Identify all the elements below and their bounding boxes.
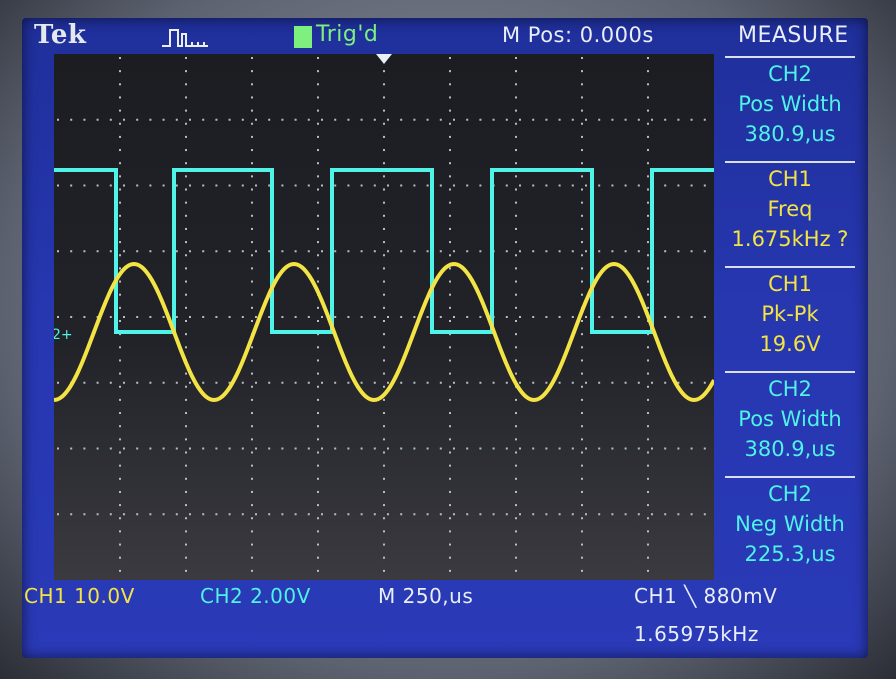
ch1-sine-wave: [54, 261, 714, 403]
oscilloscope-screen: Tek Trig'd M Pos: 0.000s MEASURE 2+ CH2 …: [22, 18, 868, 658]
measure-slot-3[interactable]: CH1 Pk-Pk 19.6V: [725, 266, 855, 368]
acquire-pulse-icon: [162, 29, 208, 47]
trigger-status: Trig'd: [316, 22, 379, 47]
measure-value: 225.3,us: [744, 542, 836, 566]
measure-slot-1[interactable]: CH2 Pos Width 380.9,us: [725, 56, 855, 158]
menu-title: MEASURE: [738, 23, 849, 48]
measure-value: 1.675kHz ?: [731, 227, 849, 251]
trigger-icon: [294, 26, 312, 48]
graticule-dots: [57, 57, 706, 572]
measure-source: CH1: [768, 167, 812, 191]
measure-type: Pk-Pk: [761, 302, 819, 326]
horizontal-position: M Pos: 0.000s: [502, 23, 654, 47]
measure-type: Pos Width: [738, 92, 842, 116]
measure-type: Freq: [767, 197, 813, 221]
trigger-frequency-readout: 1.65975kHz: [634, 622, 759, 646]
measure-source: CH2: [768, 482, 812, 506]
measure-slot-2[interactable]: CH1 Freq 1.675kHz ?: [725, 161, 855, 263]
time-per-div: M 250,us: [378, 584, 474, 608]
measure-value: 19.6V: [759, 332, 821, 356]
measure-source: CH2: [768, 377, 812, 401]
measure-slot-5[interactable]: CH2 Neg Width 225.3,us: [725, 476, 855, 578]
graticule: 2+: [54, 54, 714, 580]
measure-source: CH1: [768, 272, 812, 296]
trigger-level-readout: CH1 ╲ 880mV: [634, 584, 778, 608]
ch2-square-wave: [54, 168, 714, 334]
ch2-volts-per-div: CH2 2.00V: [200, 584, 311, 608]
measure-source: CH2: [768, 62, 812, 86]
waveform-display: 2+: [54, 54, 714, 572]
ch2-ground-marker: 2+: [54, 327, 73, 343]
measure-type: Pos Width: [738, 407, 842, 431]
measure-type: Neg Width: [735, 512, 845, 536]
trigger-position-marker: [376, 54, 392, 64]
measure-value: 380.9,us: [744, 122, 836, 146]
ch1-volts-per-div: CH1 10.0V: [24, 584, 135, 608]
measure-slot-4[interactable]: CH2 Pos Width 380.9,us: [725, 371, 855, 473]
brand-logo: Tek: [34, 20, 87, 50]
measure-value: 380.9,us: [744, 437, 836, 461]
